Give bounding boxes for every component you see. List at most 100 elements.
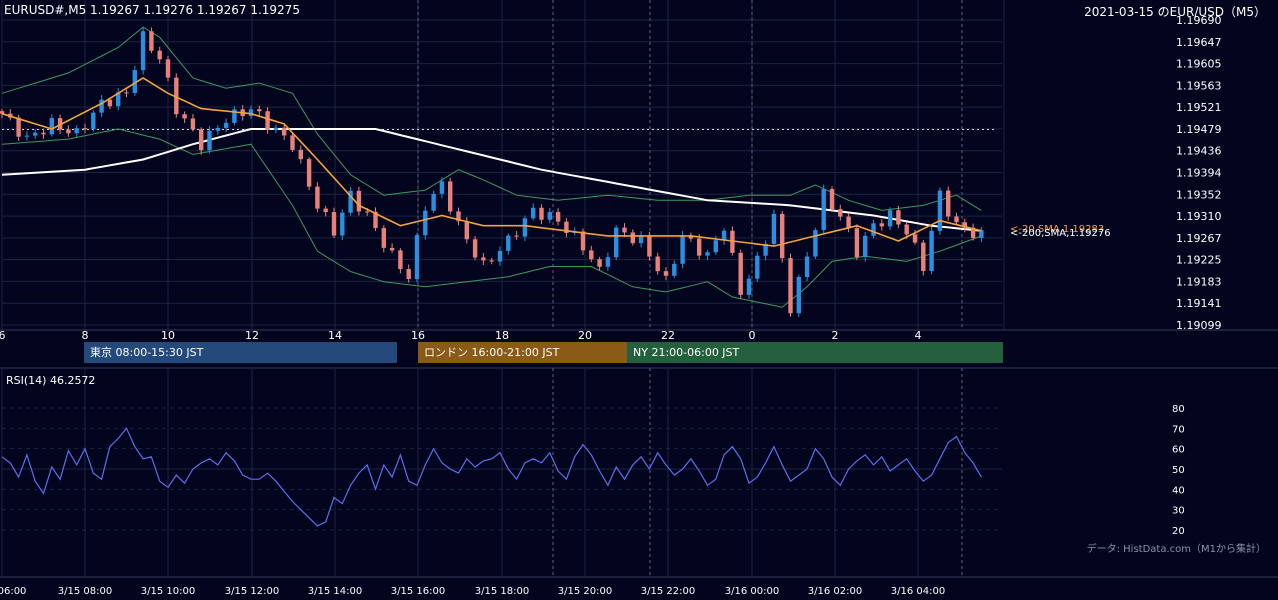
candle-body: [340, 212, 345, 236]
candle-body: [157, 50, 162, 60]
candle-body: [937, 190, 943, 231]
candle-body: [688, 235, 694, 239]
candle-body: [448, 181, 453, 212]
rsi-label: RSI(14) 46.2572: [6, 374, 96, 387]
candle-body: [630, 232, 635, 244]
candle-body: [456, 211, 461, 222]
time-tick-label: 3/15 14:00: [308, 586, 362, 597]
sma200-line: [1, 128, 982, 232]
candle-body: [91, 112, 96, 130]
price-tick-label: 1.19563: [1176, 79, 1222, 92]
bollinger-lower-line: [1, 128, 982, 308]
candle-body: [306, 159, 312, 187]
candle-body: [522, 218, 528, 237]
price-tick-label: 1.19436: [1176, 145, 1222, 158]
candle-body: [282, 127, 287, 136]
candle-body: [464, 221, 469, 240]
candle-body: [647, 235, 652, 257]
rsi-tick-label: 30: [1172, 506, 1185, 517]
candle-body: [713, 240, 718, 253]
candle-body: [946, 190, 951, 217]
candle-body: [771, 213, 777, 244]
price-tick-label: 1.19521: [1176, 101, 1222, 114]
candle-body: [979, 230, 984, 238]
sma200-label: <-200,SMA,1.19276: [1010, 228, 1111, 239]
candle-body: [414, 235, 420, 280]
rsi-tick-label: 80: [1172, 404, 1185, 415]
rsi-tick-label: 40: [1172, 485, 1185, 496]
candle-body: [555, 212, 561, 222]
candle-body: [16, 117, 21, 137]
candle-body: [207, 130, 212, 151]
candle-body: [190, 118, 196, 130]
time-tick-label: 3/16 00:00: [725, 586, 779, 597]
candle-body: [431, 193, 436, 211]
candle-body: [257, 109, 262, 112]
candle-body: [348, 190, 353, 213]
time-tick-label: 3/15 08:00: [58, 586, 112, 597]
price-tick-label: 1.19394: [1176, 167, 1222, 180]
candle-body: [697, 238, 702, 256]
candle-body: [846, 216, 851, 229]
data-source-note: データ: HistData.com（M1から集計）: [1086, 544, 1266, 555]
candle-body: [273, 127, 279, 130]
candle-body: [887, 210, 893, 227]
candle-body: [315, 186, 320, 209]
hour-tick-label: 20: [578, 329, 592, 342]
chart-title: 2021-03-15 のEUR/USD（M5）: [1084, 5, 1266, 19]
candle-body: [962, 222, 967, 228]
candle-body: [531, 207, 536, 219]
candle-body: [356, 190, 362, 212]
candle-body: [24, 135, 30, 137]
rsi-line: [1, 427, 982, 527]
candle-body: [746, 278, 752, 295]
hour-tick-label: 4: [915, 329, 922, 342]
rsi-tick-label: 60: [1172, 445, 1185, 456]
candle-body: [755, 255, 760, 279]
time-tick-label: 3/15 16:00: [391, 586, 445, 597]
candle-body: [199, 129, 204, 151]
price-tick-label: 1.19099: [1176, 319, 1222, 332]
candle-body: [580, 231, 586, 251]
candle-body: [182, 114, 187, 119]
candle-body: [381, 228, 386, 248]
candle-body: [406, 269, 411, 280]
candle-body: [904, 224, 909, 235]
candle-body: [705, 252, 710, 256]
candle-body: [481, 257, 486, 261]
candle-body: [514, 235, 519, 237]
candle-body: [829, 189, 835, 210]
candle-body: [497, 250, 503, 262]
time-tick-label: 3/15 18:00: [475, 586, 529, 597]
candle-body: [489, 260, 494, 262]
candle-body: [74, 128, 79, 134]
hour-tick-label: 2: [832, 329, 839, 342]
candle-body: [921, 242, 926, 271]
candle-body: [439, 181, 445, 194]
candle-body: [763, 243, 768, 256]
time-tick-label: 3/16 02:00: [808, 586, 862, 597]
hour-tick-label: 16: [411, 329, 425, 342]
candle-body: [33, 132, 38, 136]
candle-body: [82, 128, 88, 130]
candle-body: [804, 256, 810, 278]
candle-body: [265, 111, 270, 130]
candle-body: [539, 207, 544, 220]
candle-body: [373, 211, 378, 229]
candle-body: [149, 31, 154, 51]
time-tick-label: 06:00: [0, 586, 26, 597]
candle-body: [331, 212, 337, 236]
candle-body: [107, 99, 113, 107]
candle-body: [564, 221, 569, 233]
hour-tick-label: 14: [328, 329, 342, 342]
candle-body: [49, 118, 54, 135]
hour-tick-label: 10: [161, 329, 175, 342]
candle-body: [780, 213, 785, 259]
candle-body: [738, 252, 743, 295]
time-tick-label: 3/16 04:00: [891, 586, 945, 597]
candle-body: [124, 92, 129, 94]
candle-body: [871, 223, 876, 236]
sma20-label: <-20,SMA,1.19283: [1010, 224, 1105, 235]
candle-body: [896, 210, 901, 225]
candle-body: [290, 135, 295, 150]
